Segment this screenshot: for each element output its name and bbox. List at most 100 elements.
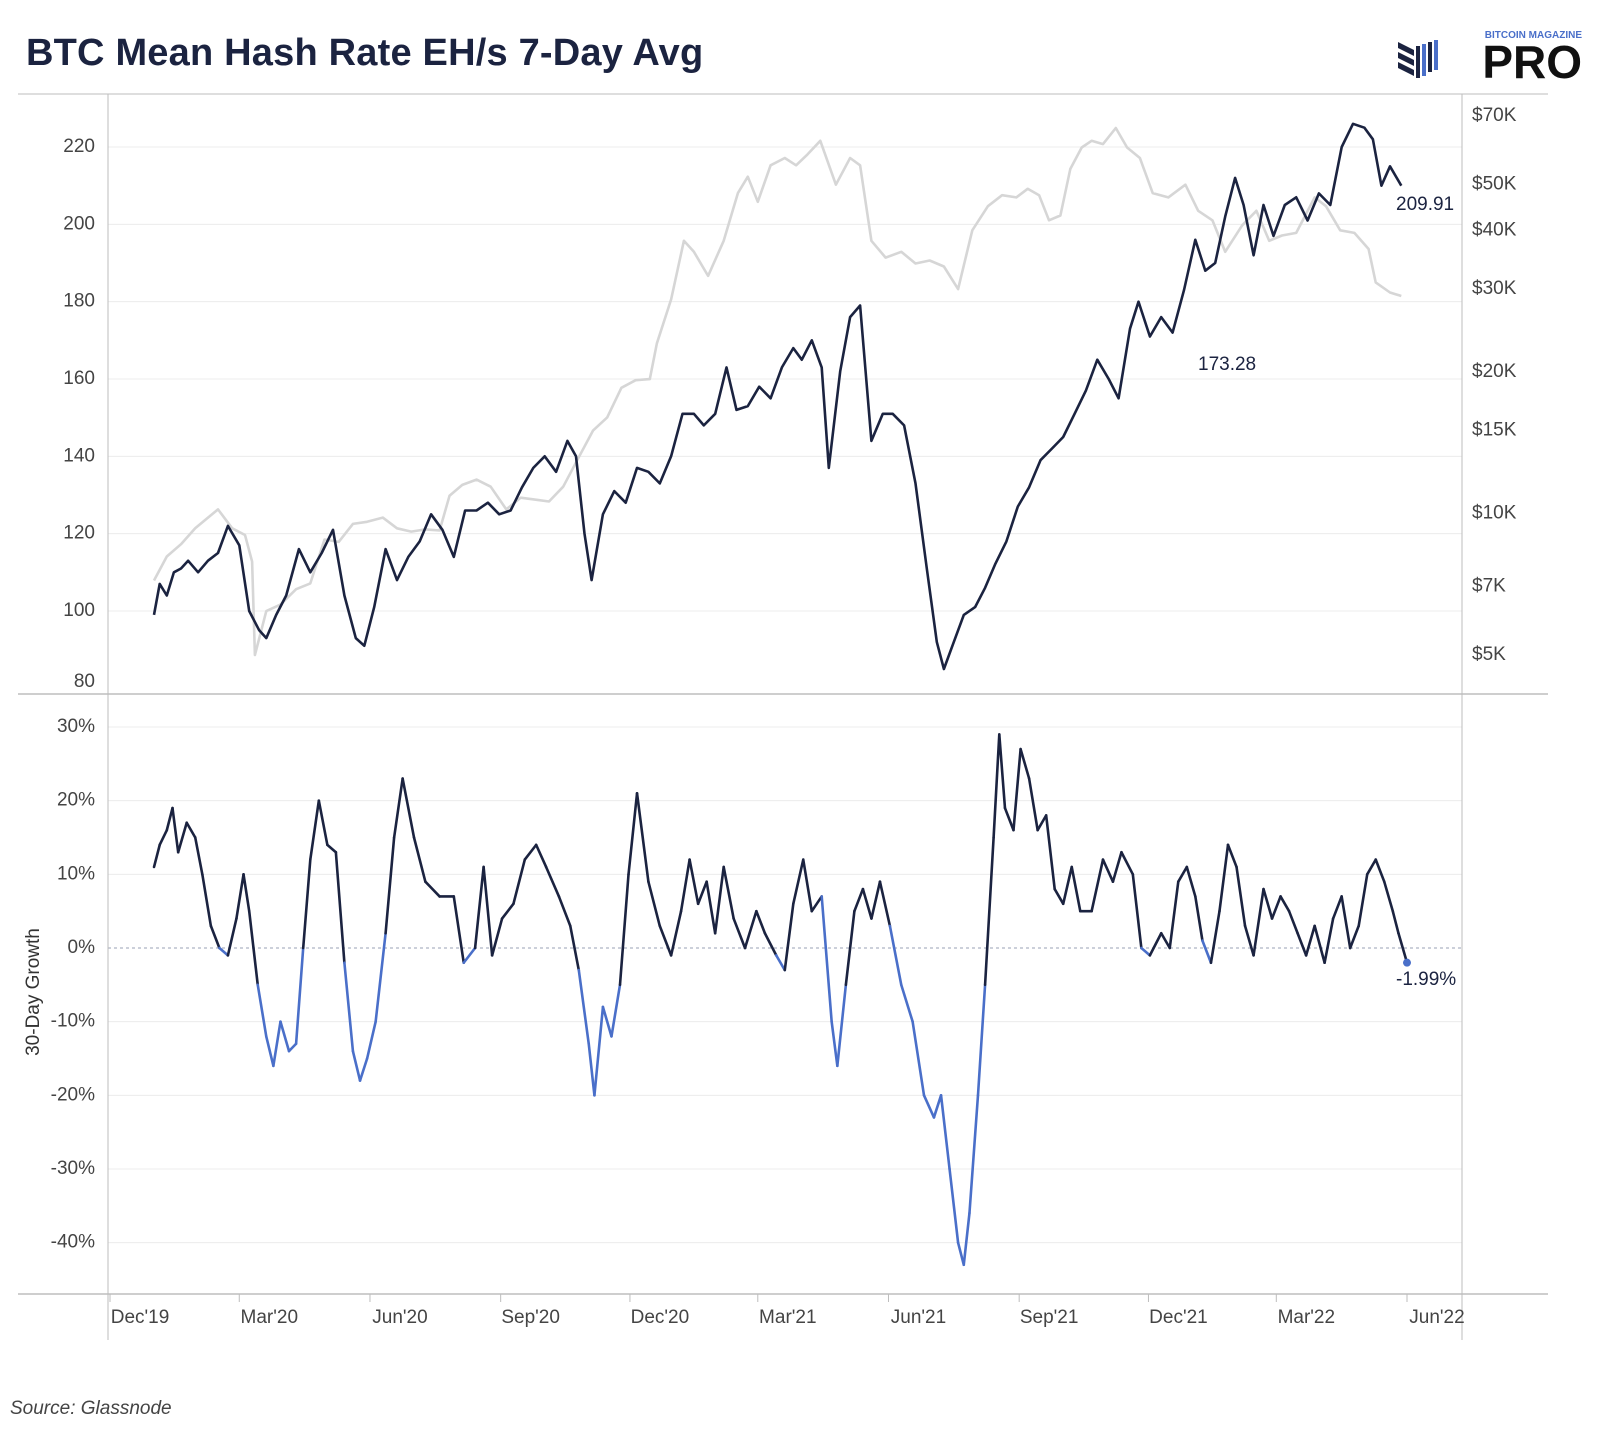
- growth-segment: [185, 821, 197, 839]
- chart-title: BTC Mean Hash Rate EH/s 7-Day Avg: [26, 32, 704, 74]
- growth-segment: [1304, 924, 1316, 957]
- logo-big-text: PRO: [1482, 36, 1582, 84]
- growth-segment: [610, 983, 622, 1038]
- x-tick-label: Dec'21: [1149, 1307, 1208, 1328]
- growth-segment: [861, 887, 873, 920]
- growth-segment: [193, 836, 204, 876]
- growth-segment: [844, 909, 856, 987]
- growth-segment: [1027, 777, 1039, 832]
- growth-segment: [1357, 873, 1369, 928]
- growth-segment: [171, 806, 180, 854]
- growth-segment: [1194, 895, 1204, 942]
- growth-segment: [618, 873, 630, 987]
- growth-segment: [1003, 806, 1015, 832]
- growth-segment: [810, 895, 824, 913]
- growth-segment: [256, 983, 268, 1038]
- growth-segment: [870, 880, 882, 920]
- y-tick-label: 100: [63, 600, 95, 621]
- y2-tick-label: $50K: [1472, 174, 1517, 195]
- growth-segment: [593, 1005, 605, 1097]
- x-tick-label: Jun'21: [891, 1307, 946, 1328]
- growth-segment: [1340, 895, 1352, 950]
- bitcoin-magazine-pro-logo: BITCOIN MAGAZINE PRO: [1398, 30, 1583, 84]
- growth-segment: [939, 1094, 951, 1171]
- growth-segment: [412, 836, 427, 884]
- growth-segment: [343, 961, 355, 1053]
- logo-small-text: BITCOIN MAGAZINE: [1485, 30, 1583, 41]
- growth-segment: [732, 917, 747, 950]
- growth-segment: [392, 777, 404, 839]
- growth-segment: [523, 843, 538, 861]
- growth-segment: [1374, 858, 1386, 884]
- growth-segment: [158, 828, 169, 847]
- growth-segment: [627, 791, 639, 876]
- growth-segment: [351, 1049, 362, 1082]
- growth-segment: [743, 909, 758, 950]
- growth-segment: [1168, 880, 1180, 950]
- growth-segment: [705, 880, 717, 935]
- y-tick-label: -30%: [51, 1158, 95, 1179]
- growth-end-dot: [1403, 958, 1411, 967]
- growth-segment: [830, 1020, 839, 1068]
- growth-segment: [696, 880, 708, 906]
- growth-segment: [301, 858, 312, 950]
- y2-tick-label: $15K: [1472, 420, 1517, 441]
- growth-segment: [1159, 931, 1172, 950]
- growth-segment: [1036, 814, 1048, 832]
- y-tick-label: 160: [63, 368, 95, 389]
- growth-segment: [1140, 946, 1152, 957]
- growth-segment: [201, 873, 213, 928]
- y-tick-label: 10%: [57, 863, 95, 884]
- growth-segment: [247, 909, 260, 987]
- btc-price-line: [152, 126, 1402, 657]
- growth-segment: [1070, 865, 1082, 913]
- growth-segment: [948, 1167, 960, 1244]
- growth-segment: [968, 1094, 980, 1215]
- y2-tick-label: $20K: [1472, 361, 1517, 382]
- y2-tick-label: $7K: [1472, 575, 1506, 596]
- growth-segment: [334, 850, 346, 965]
- growth-segment: [264, 1035, 275, 1068]
- growth-segment: [658, 924, 673, 957]
- y-tick-label: 0%: [68, 937, 96, 958]
- annotation-label: 173.28: [1198, 354, 1256, 375]
- growth-segment: [1252, 887, 1265, 957]
- growth-segment: [358, 1057, 369, 1082]
- growth-segment: [1090, 858, 1105, 913]
- growth-segment: [1348, 924, 1360, 950]
- growth-segment: [853, 887, 865, 913]
- growth-segment: [1185, 865, 1197, 898]
- y-tick-label: 80: [74, 671, 95, 692]
- growth-segment: [878, 880, 892, 928]
- source-note: Source: Glassnode: [10, 1398, 172, 1419]
- growth-segment: [534, 843, 548, 869]
- growth-segment: [577, 968, 591, 1046]
- growth-segment: [165, 806, 174, 832]
- x-tick-label: Dec'19: [111, 1307, 170, 1328]
- growth-segment: [1243, 924, 1255, 957]
- growth-segment: [218, 946, 230, 957]
- growth-segment: [669, 909, 683, 957]
- growth-segment: [374, 931, 387, 1023]
- growth-segment: [1201, 939, 1213, 965]
- growth-segment: [1382, 880, 1395, 913]
- growth-segment: [1061, 865, 1074, 906]
- growth-segment: [774, 954, 787, 972]
- growth-segment: [992, 733, 1001, 839]
- growth-segment: [587, 1042, 596, 1097]
- y-tick-label: 30%: [57, 716, 95, 737]
- growth-segment: [679, 858, 691, 913]
- growth-segment: [1101, 858, 1115, 884]
- growth-segment: [1053, 887, 1065, 906]
- growth-segment: [755, 909, 767, 935]
- growth-segment: [1296, 931, 1308, 957]
- growth-segment: [1131, 873, 1143, 950]
- growth-segment: [820, 895, 833, 1023]
- growth-segment: [836, 983, 848, 1068]
- y-tick-label: -10%: [51, 1011, 95, 1032]
- growth-segment: [1235, 865, 1247, 928]
- y-tick-label: 180: [63, 291, 95, 312]
- growth-segment: [922, 1094, 936, 1119]
- x-tick-label: Mar'22: [1278, 1307, 1335, 1328]
- growth-segment: [1209, 909, 1221, 965]
